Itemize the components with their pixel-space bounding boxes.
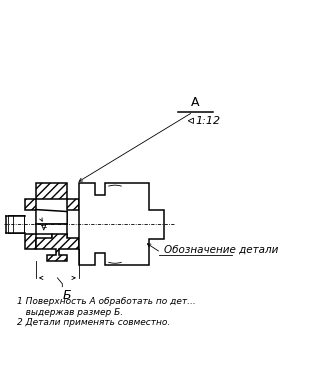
Polygon shape [36, 209, 67, 224]
Text: Б: Б [62, 289, 71, 301]
Polygon shape [188, 118, 193, 124]
Polygon shape [25, 199, 36, 209]
Polygon shape [79, 183, 164, 265]
Polygon shape [36, 183, 67, 199]
Text: 2 Детали применять совместно.: 2 Детали применять совместно. [17, 318, 171, 327]
Text: А: А [191, 96, 200, 109]
Text: выдержав размер Б.: выдержав размер Б. [17, 308, 124, 317]
Polygon shape [36, 234, 79, 261]
Polygon shape [67, 199, 79, 209]
Polygon shape [25, 234, 36, 249]
Polygon shape [36, 224, 67, 238]
Text: 1:12: 1:12 [195, 116, 220, 126]
Text: 1 Поверхность А обработать по дет...: 1 Поверхность А обработать по дет... [17, 297, 196, 306]
Text: Обозначение детали: Обозначение детали [164, 244, 278, 254]
